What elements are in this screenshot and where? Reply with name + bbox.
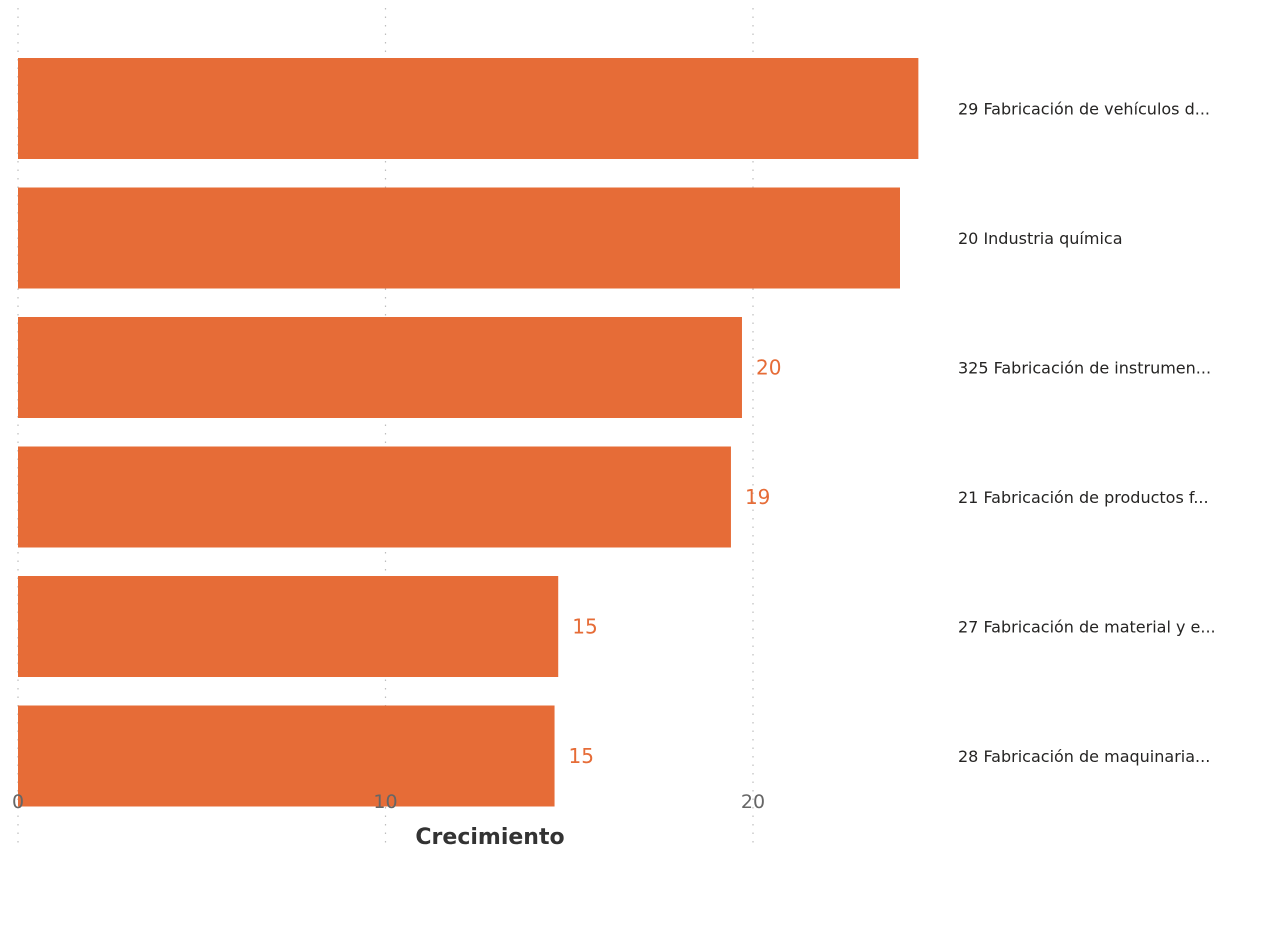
bar-4 (18, 576, 559, 677)
category-labels: 29 Fabricación de vehículos d... 20 Indus… (958, 100, 1216, 767)
category-label-3: 21 Fabricación de productos f... (958, 488, 1209, 507)
category-label-4: 27 Fabricación de material y e... (958, 618, 1216, 637)
bar-5 (18, 705, 555, 807)
x-tick-label-0: 0 (12, 791, 24, 813)
x-tick-label-2: 20 (741, 791, 765, 813)
data-label-4: 15 (572, 615, 597, 639)
data-labels: 20 19 15 15 (569, 356, 782, 769)
category-label-5: 28 Fabricación de maquinaria... (958, 747, 1210, 766)
category-label-0: 29 Fabricación de vehículos d... (958, 100, 1210, 119)
category-label-2: 325 Fabricación de instrumen... (958, 359, 1211, 378)
x-tick-label-1: 10 (373, 791, 397, 813)
x-axis-ticks: 0 10 20 (12, 791, 765, 813)
data-label-2: 20 (756, 356, 781, 380)
data-label-5: 15 (569, 744, 594, 768)
x-axis-title: Crecimiento (415, 825, 564, 850)
bar-0 (18, 58, 919, 159)
bar-1 (18, 187, 900, 289)
category-label-1: 20 Industria química (958, 229, 1123, 248)
data-label-3: 19 (745, 485, 770, 509)
bars (18, 58, 919, 807)
bar-3 (18, 446, 731, 548)
bar-2 (18, 317, 742, 418)
